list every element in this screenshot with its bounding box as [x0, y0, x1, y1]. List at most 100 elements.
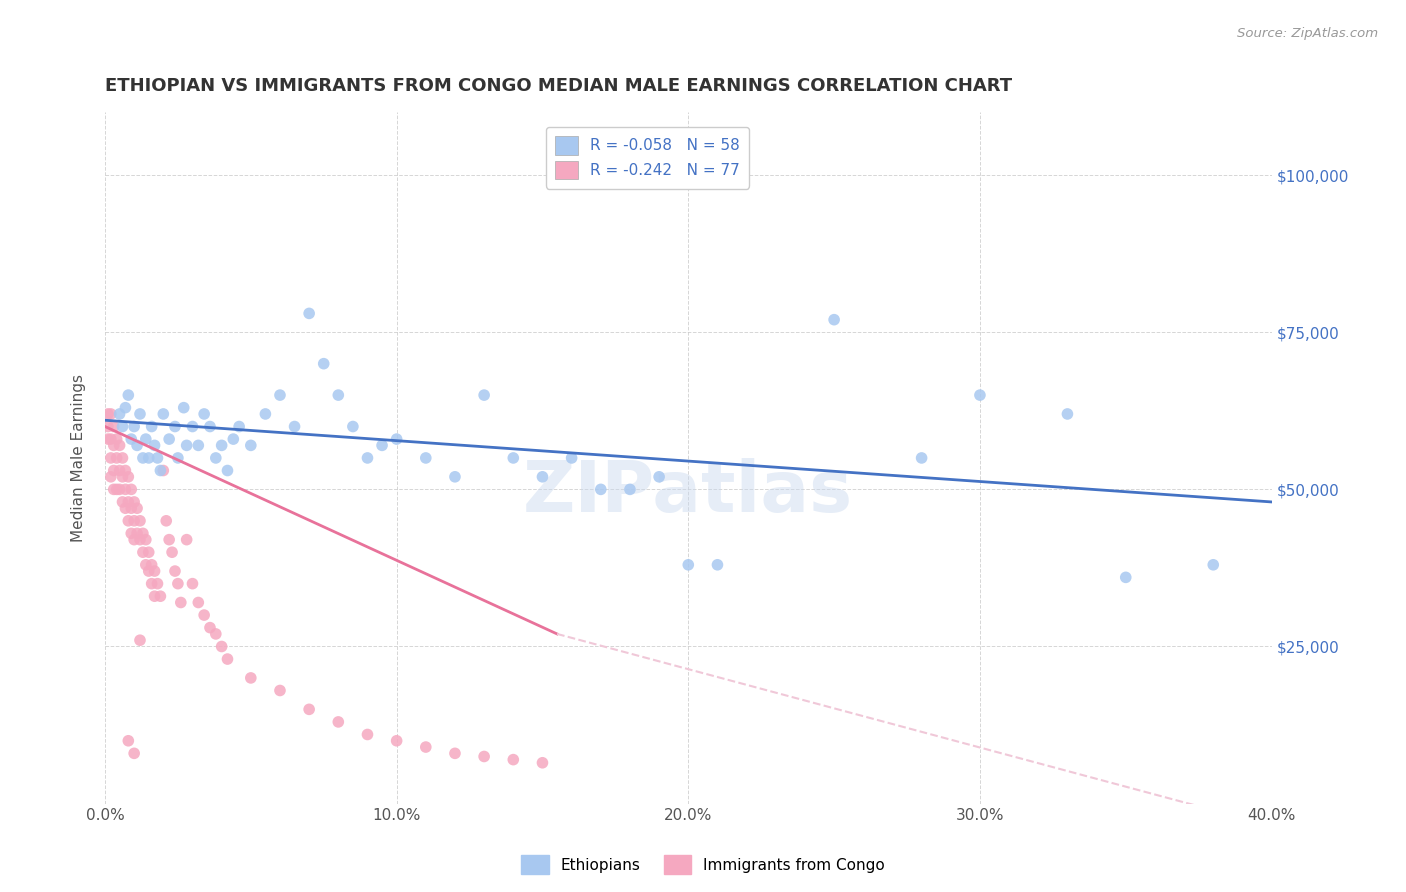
Point	[100, 407, 122, 421]
Point	[385, 432, 408, 446]
Point	[135, 558, 157, 572]
Point	[138, 564, 160, 578]
Point	[181, 419, 204, 434]
Point	[823, 312, 845, 326]
Point	[589, 483, 612, 497]
Point	[129, 407, 152, 421]
Point	[117, 470, 139, 484]
Point	[298, 702, 321, 716]
Point	[157, 432, 180, 446]
Point	[531, 756, 554, 770]
Point	[1056, 407, 1078, 421]
Point	[254, 407, 277, 421]
Point	[328, 388, 350, 402]
Point	[155, 514, 177, 528]
Point	[204, 627, 226, 641]
Point	[193, 407, 215, 421]
Point	[129, 533, 152, 547]
Point	[114, 501, 136, 516]
Point	[239, 438, 262, 452]
Point	[152, 463, 174, 477]
Point	[502, 753, 524, 767]
Point	[117, 388, 139, 402]
Point	[173, 401, 195, 415]
Point	[100, 432, 122, 446]
Point	[149, 463, 172, 477]
Point	[163, 419, 186, 434]
Point	[149, 589, 172, 603]
Point	[120, 483, 142, 497]
Point	[269, 388, 291, 402]
Point	[100, 450, 122, 465]
Point	[111, 495, 134, 509]
Point	[385, 733, 408, 747]
Point	[138, 545, 160, 559]
Point	[371, 438, 394, 452]
Point	[444, 470, 467, 484]
Point	[122, 495, 145, 509]
Point	[228, 419, 250, 434]
Point	[108, 463, 131, 477]
Point	[1202, 558, 1225, 572]
Point	[312, 357, 335, 371]
Point	[132, 450, 155, 465]
Point	[198, 621, 221, 635]
Point	[125, 438, 148, 452]
Point	[1115, 570, 1137, 584]
Point	[342, 419, 364, 434]
Point	[356, 727, 378, 741]
Point	[103, 419, 125, 434]
Point	[97, 419, 120, 434]
Point	[146, 450, 169, 465]
Point	[211, 438, 233, 452]
Point	[910, 450, 932, 465]
Point	[298, 306, 321, 320]
Point	[619, 483, 641, 497]
Point	[170, 595, 193, 609]
Point	[105, 450, 128, 465]
Point	[111, 450, 134, 465]
Point	[217, 652, 239, 666]
Point	[284, 419, 307, 434]
Point	[531, 470, 554, 484]
Point	[239, 671, 262, 685]
Point	[103, 438, 125, 452]
Point	[117, 514, 139, 528]
Legend: Ethiopians, Immigrants from Congo: Ethiopians, Immigrants from Congo	[515, 849, 891, 880]
Point	[117, 495, 139, 509]
Point	[561, 450, 583, 465]
Point	[472, 388, 495, 402]
Point	[141, 576, 163, 591]
Point	[969, 388, 991, 402]
Point	[138, 450, 160, 465]
Point	[129, 633, 152, 648]
Point	[103, 463, 125, 477]
Point	[103, 483, 125, 497]
Point	[472, 749, 495, 764]
Point	[160, 545, 183, 559]
Point	[356, 450, 378, 465]
Point	[114, 401, 136, 415]
Legend: R = -0.058   N = 58, R = -0.242   N = 77: R = -0.058 N = 58, R = -0.242 N = 77	[546, 127, 749, 188]
Point	[132, 526, 155, 541]
Point	[100, 470, 122, 484]
Point	[167, 576, 190, 591]
Point	[444, 747, 467, 761]
Point	[122, 514, 145, 528]
Point	[415, 450, 437, 465]
Point	[502, 450, 524, 465]
Point	[152, 407, 174, 421]
Point	[187, 438, 209, 452]
Point	[198, 419, 221, 434]
Point	[108, 407, 131, 421]
Point	[706, 558, 728, 572]
Text: ETHIOPIAN VS IMMIGRANTS FROM CONGO MEDIAN MALE EARNINGS CORRELATION CHART: ETHIOPIAN VS IMMIGRANTS FROM CONGO MEDIA…	[105, 78, 1012, 95]
Point	[211, 640, 233, 654]
Point	[117, 733, 139, 747]
Point	[176, 533, 198, 547]
Point	[125, 526, 148, 541]
Point	[204, 450, 226, 465]
Point	[135, 533, 157, 547]
Y-axis label: Median Male Earnings: Median Male Earnings	[72, 374, 86, 542]
Point	[648, 470, 671, 484]
